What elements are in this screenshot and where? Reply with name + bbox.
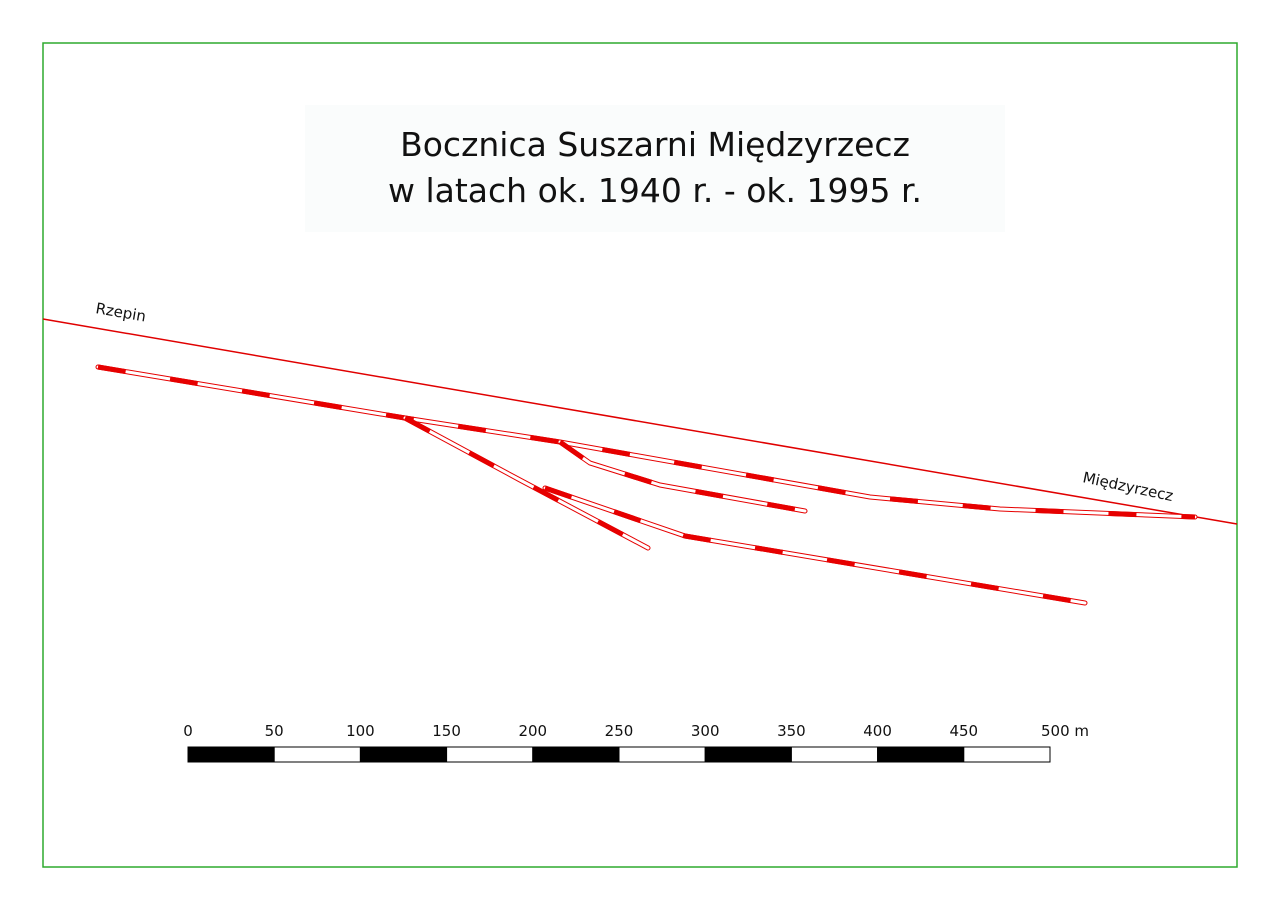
scale-label: 350 [777,722,806,740]
main-railway-line [42,318,1238,525]
scale-label: 450 [949,722,978,740]
scale-label: 0 [183,722,193,740]
scale-label: 250 [605,722,634,740]
scale-segment [704,746,792,763]
scale-segment [790,746,879,763]
scale-label: 200 [518,722,547,740]
scale-segment [532,746,620,763]
scale-segment [963,746,1051,763]
scale-label: 150 [432,722,461,740]
scale-bar: 0 50 100 150 200 250 300 350 400 450 500 m [183,722,1089,763]
title-line-2: w latach ok. 1940 r. - ok. 1995 r. [388,171,922,210]
siding-branch-north [557,439,808,514]
scale-label: 300 [691,722,720,740]
scale-segment [359,746,448,763]
scale-label: 500 m [1041,722,1089,740]
scale-label: 50 [265,722,284,740]
scale-segment [187,746,275,763]
scale-segment [273,746,361,763]
map-frame [42,42,1238,868]
siding-branch-south [542,485,1088,606]
title-box [305,105,1005,232]
scale-label: 100 [346,722,375,740]
scale-segment [877,746,965,763]
siding-branch-stub [402,415,651,551]
scale-label: 400 [863,722,892,740]
title-line-1: Bocznica Suszarni Międzyrzecz [400,125,910,164]
siding-main-track [95,364,1198,520]
scale-segment [618,746,706,763]
scale-segment [446,746,534,763]
label-rzepin: Rzepin [94,299,147,325]
